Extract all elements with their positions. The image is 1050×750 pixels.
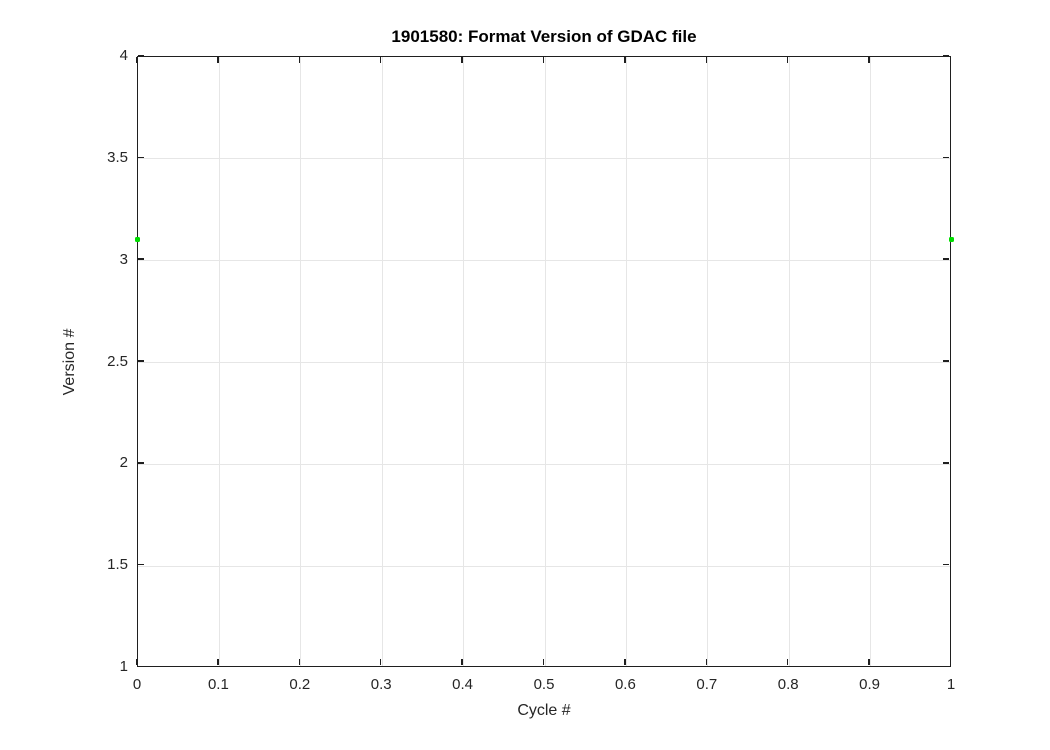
y-gridline	[138, 463, 950, 465]
x-tick-mark	[542, 57, 545, 63]
y-tick-mark	[138, 563, 144, 566]
x-tick-label: 0.9	[859, 676, 881, 693]
x-tick-label: 0.6	[614, 676, 636, 693]
x-tick-mark	[786, 57, 789, 63]
x-axis-label: Cycle #	[517, 702, 571, 719]
data-point	[948, 236, 954, 242]
y-tick-mark	[138, 462, 144, 464]
y-gridline	[138, 565, 950, 567]
x-tick-mark	[786, 659, 789, 665]
x-tick-mark	[461, 659, 463, 665]
x-gridline	[870, 57, 872, 666]
x-tick-mark	[461, 57, 463, 63]
x-gridline	[625, 57, 627, 666]
x-tick-mark	[217, 57, 219, 63]
x-gridline	[218, 57, 220, 666]
x-tick-mark	[868, 57, 870, 63]
y-tick-mark	[138, 156, 144, 159]
x-gridline	[707, 57, 709, 666]
y-tick-label: 4	[119, 47, 128, 64]
x-tick-mark	[217, 659, 219, 665]
x-tick-label: 0.1	[207, 676, 229, 693]
y-tick-mark	[138, 360, 144, 362]
x-tick-label: 0.3	[370, 676, 392, 693]
x-tick-label: 0.5	[533, 676, 555, 693]
y-tick-label: 3.5	[107, 148, 128, 166]
x-tick-mark	[624, 659, 626, 665]
x-tick-mark	[379, 659, 382, 665]
y-tick-label: 3	[119, 250, 128, 268]
y-tick-label: 2.5	[107, 352, 128, 370]
data-point	[134, 236, 140, 242]
chart-title: 1901580: Format Version of GDAC file	[391, 27, 697, 46]
y-tick-mark	[943, 665, 949, 668]
y-tick-mark	[138, 258, 144, 260]
x-tick-label: 0.2	[289, 676, 311, 693]
y-gridline	[138, 260, 950, 262]
y-tick-mark	[138, 665, 144, 668]
x-tick-mark	[379, 57, 382, 63]
x-tick-label: 0.4	[452, 676, 474, 693]
x-tick-label: 0	[132, 676, 142, 693]
y-tick-mark	[943, 156, 949, 159]
y-tick-mark	[943, 258, 949, 260]
y-tick-label: 2	[119, 454, 128, 472]
x-tick-mark	[624, 57, 626, 63]
x-gridline	[788, 57, 790, 666]
x-tick-mark	[949, 659, 952, 665]
y-tick-mark	[943, 462, 949, 464]
y-tick-label: 1	[119, 658, 128, 675]
x-tick-label: 1	[946, 676, 956, 693]
x-gridline	[381, 57, 383, 666]
y-tick-label: 1.5	[107, 556, 128, 574]
x-gridline	[463, 57, 465, 666]
y-gridline	[138, 362, 950, 363]
x-tick-mark	[949, 57, 952, 63]
x-tick-mark	[705, 57, 708, 63]
x-tick-label: 0.7	[696, 676, 718, 693]
y-tick-mark	[943, 54, 949, 57]
x-tick-mark	[135, 659, 138, 665]
x-tick-mark	[298, 659, 301, 665]
x-gridline	[300, 57, 302, 666]
x-tick-mark	[868, 659, 870, 665]
x-tick-mark	[705, 659, 708, 665]
x-tick-mark	[298, 57, 301, 63]
plot-area	[135, 54, 952, 668]
y-tick-mark	[943, 563, 949, 566]
y-tick-mark	[943, 360, 949, 362]
y-tick-mark	[138, 54, 144, 57]
x-gridline	[544, 57, 546, 666]
x-tick-mark	[542, 659, 545, 665]
y-gridline	[138, 158, 950, 160]
x-tick-mark	[135, 57, 138, 63]
x-tick-label: 0.8	[777, 676, 799, 693]
